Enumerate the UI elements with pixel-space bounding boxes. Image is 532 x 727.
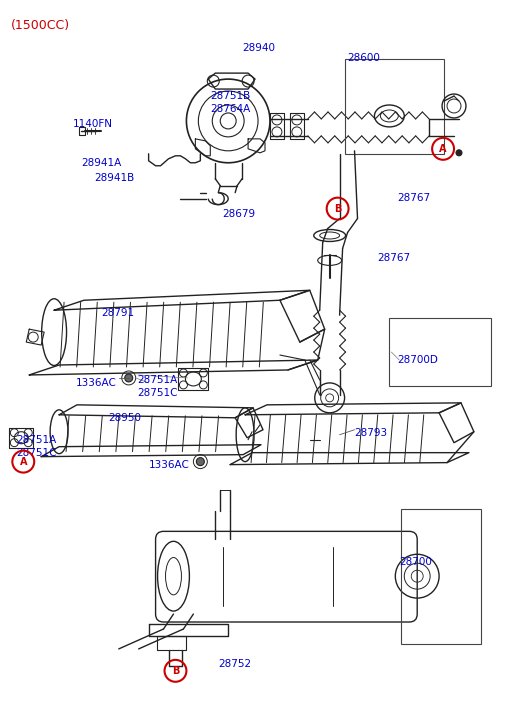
Text: 28700D: 28700D [397,355,438,365]
Text: 28764A: 28764A [210,104,251,114]
Text: 28767: 28767 [397,193,430,203]
Circle shape [124,374,132,382]
Text: A: A [439,144,447,154]
Text: 28751C: 28751C [16,448,57,458]
Text: 1336AC: 1336AC [148,459,189,470]
Circle shape [196,457,204,465]
Text: 28600: 28600 [347,53,380,63]
Text: 28751B: 28751B [210,91,251,101]
Text: 28751A: 28751A [16,435,56,445]
Text: 1140FN: 1140FN [73,119,113,129]
Text: 28679: 28679 [222,209,255,219]
Text: (1500CC): (1500CC) [11,20,70,32]
Text: 28751A: 28751A [138,375,178,385]
Text: 28752: 28752 [218,659,252,669]
Text: 28941A: 28941A [81,158,121,168]
Text: 28793: 28793 [354,427,388,438]
Text: 28950: 28950 [108,413,141,423]
Bar [345,59,444,154]
Text: 28767: 28767 [377,254,411,263]
Text: 28941B: 28941B [94,173,134,182]
Text: B: B [172,666,179,676]
Text: B: B [334,204,342,214]
Bar [401,510,481,644]
Bar [389,318,491,386]
Circle shape [456,150,462,156]
Text: 28791: 28791 [101,308,134,318]
Text: 28940: 28940 [242,43,275,53]
Text: 28700: 28700 [400,558,432,567]
Text: 1336AC: 1336AC [76,378,117,388]
Text: 28751C: 28751C [138,388,178,398]
Text: A: A [20,457,27,467]
